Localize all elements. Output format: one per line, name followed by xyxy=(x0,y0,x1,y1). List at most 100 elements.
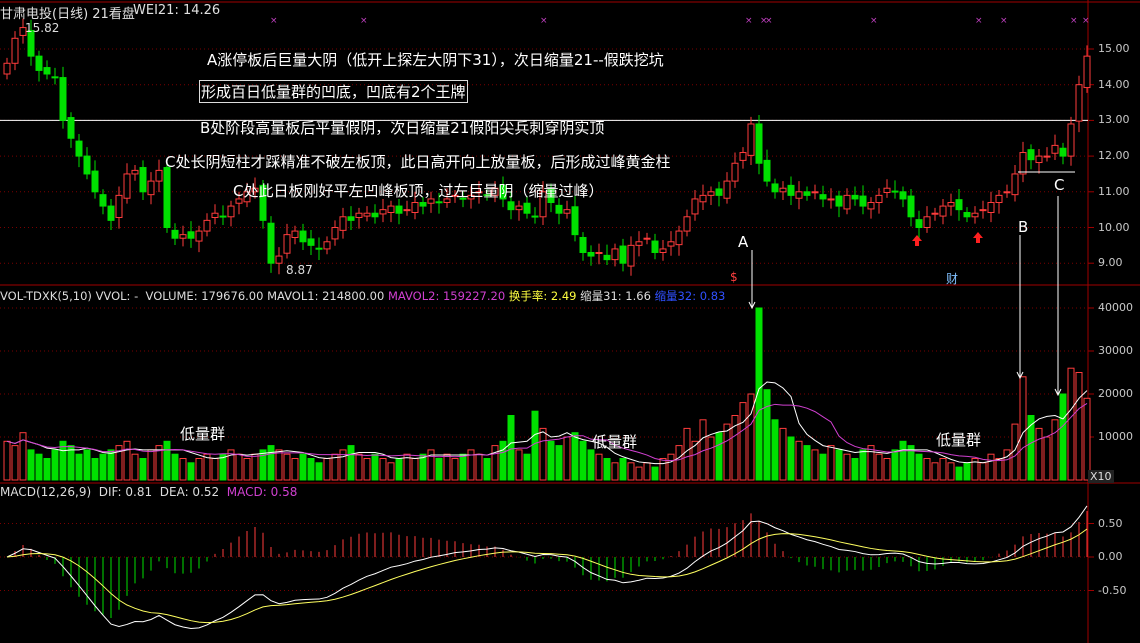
candle-body xyxy=(627,244,635,267)
annotation-c1: C处长阴短柱才踩精准不破左板顶，此日高开向上放量板，后形成过峰黄金柱 xyxy=(165,153,671,171)
candle-body xyxy=(875,194,883,204)
mavol1-line xyxy=(6,381,1088,465)
candle-body xyxy=(1083,55,1091,89)
volume-tick-label: 30000 xyxy=(1098,344,1133,357)
candle-body xyxy=(163,167,171,229)
candle-body xyxy=(795,191,803,199)
candle-body xyxy=(595,251,603,254)
candle-body xyxy=(899,191,907,200)
candle-body xyxy=(571,206,579,236)
volume-bar xyxy=(755,307,763,481)
volume-bar xyxy=(251,453,259,481)
volume-bar xyxy=(859,449,867,481)
volume-bar xyxy=(811,449,819,481)
candle-body xyxy=(603,254,611,261)
high-price-label: 15.82 xyxy=(25,21,60,35)
volume-bar xyxy=(683,427,691,481)
candle-body xyxy=(547,188,555,204)
marker-dollar: $ xyxy=(730,270,738,284)
candle-body xyxy=(99,194,107,207)
candle-body xyxy=(131,169,139,175)
volume-bar xyxy=(819,453,827,481)
candle-body xyxy=(947,202,955,207)
price-tick-label: 13.00 xyxy=(1098,113,1130,127)
volume-bar xyxy=(627,462,635,481)
volume-bar xyxy=(835,449,843,481)
candle-body xyxy=(731,162,739,182)
volume-bar xyxy=(715,432,723,481)
volume-bar xyxy=(795,440,803,481)
event-marker: × xyxy=(1070,16,1078,26)
volume-bar xyxy=(1075,372,1083,481)
price-tick-label: 15.00 xyxy=(1098,42,1130,55)
candle-body xyxy=(275,255,283,264)
candle-body xyxy=(171,229,179,239)
candle-body xyxy=(427,198,435,204)
volume-bar xyxy=(379,458,387,481)
candle-body xyxy=(331,227,339,240)
annotation-boxed: 形成百日低量群的凹底，凹底有2个王牌 xyxy=(199,80,468,103)
volume-bar xyxy=(587,449,595,481)
macd-tick-label: 0.00 xyxy=(1098,550,1123,563)
volume-bar xyxy=(539,427,547,481)
candle-body xyxy=(283,234,291,254)
volume-bar xyxy=(371,453,379,481)
candle-body xyxy=(539,191,547,218)
volume-bar xyxy=(739,402,747,481)
volume-bar xyxy=(915,453,923,481)
volume-bar xyxy=(67,445,75,481)
candle-body xyxy=(587,251,595,257)
volume-bar xyxy=(731,415,739,481)
candle-body xyxy=(683,216,691,232)
price-tick-label: 9.00 xyxy=(1098,256,1123,270)
candle-body xyxy=(987,202,995,214)
candle-body xyxy=(203,219,211,232)
volume-bar xyxy=(635,466,643,481)
candle-body xyxy=(643,237,651,240)
volume-bar xyxy=(875,453,883,481)
volume-bar xyxy=(339,449,347,481)
volume-bar xyxy=(139,458,147,481)
volume-bar xyxy=(771,419,779,481)
candle-body xyxy=(27,29,35,57)
volume-bar xyxy=(963,462,971,481)
candle-body xyxy=(843,194,851,210)
event-marker: × xyxy=(540,16,548,26)
volume-bar xyxy=(555,445,563,481)
volume-bar xyxy=(3,440,11,481)
candle-body xyxy=(443,198,451,204)
volume-bar xyxy=(979,462,987,481)
candle-body xyxy=(243,191,251,203)
candle-body xyxy=(667,241,675,247)
candle-body xyxy=(251,187,259,193)
volume-bar xyxy=(107,449,115,481)
candle-body xyxy=(699,194,707,203)
volume-bar xyxy=(1003,449,1011,481)
volume-bar xyxy=(1019,376,1027,481)
volume-bar xyxy=(443,453,451,481)
volume-bar xyxy=(475,453,483,481)
candle-body xyxy=(747,123,755,156)
volume-bar xyxy=(59,440,67,481)
candle-body xyxy=(499,184,507,200)
candle-body xyxy=(979,209,987,212)
volume-bar xyxy=(1035,427,1043,481)
candle-body xyxy=(659,248,667,253)
volume-bar xyxy=(347,445,355,481)
macd-indicator-name: MACD(12,26,9) xyxy=(0,485,92,499)
volume-bar xyxy=(187,462,195,481)
volume-bar xyxy=(91,458,99,481)
volume-bar xyxy=(19,432,27,481)
candle-body xyxy=(267,222,275,264)
volume-tick-label: 10000 xyxy=(1098,430,1133,443)
volume-bar xyxy=(227,449,235,481)
event-marker: × xyxy=(1082,16,1090,26)
volume-bar xyxy=(483,458,491,481)
candle-body xyxy=(515,205,523,211)
macd-tick-label: -0.50 xyxy=(1098,583,1127,597)
volume-bar xyxy=(395,458,403,481)
volume-bar xyxy=(667,453,675,481)
low-volume-group-label-3: 低量群 xyxy=(936,431,982,449)
candle-body xyxy=(739,152,747,161)
